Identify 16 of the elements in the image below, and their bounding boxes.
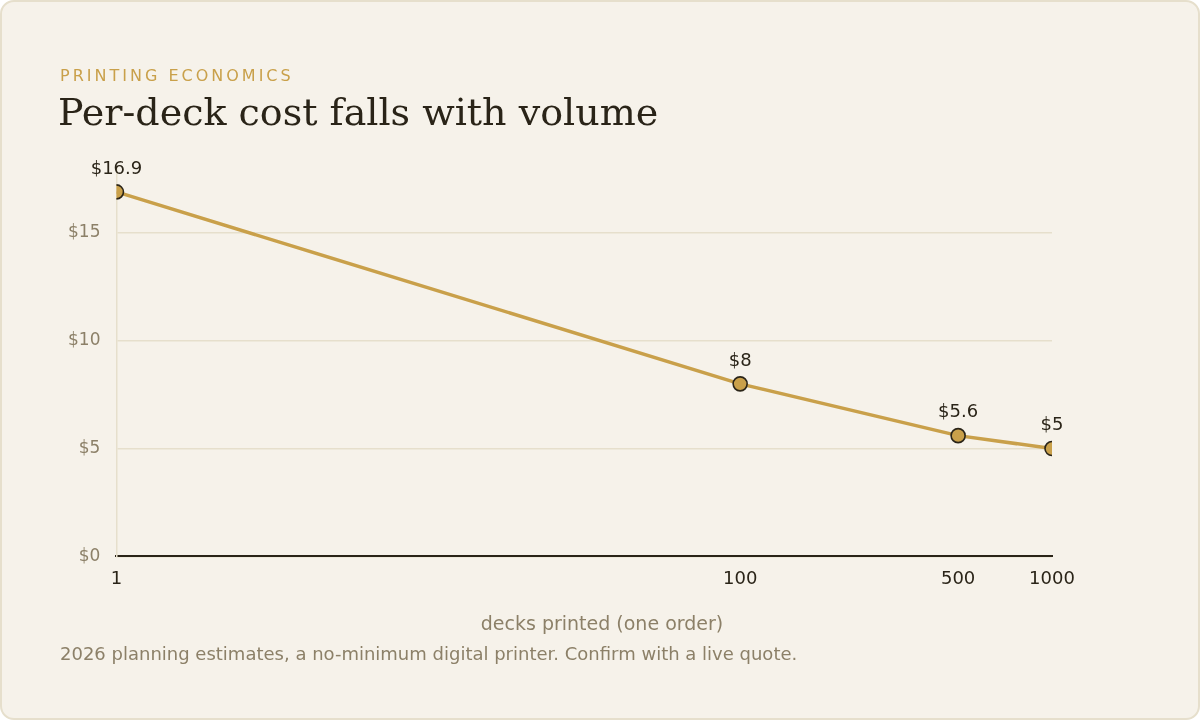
x-axis-title: decks printed (one order) [479,612,725,634]
data-label: $8 [728,348,752,370]
x-tick-label: 500 [940,566,976,588]
data-label: $5.6 [938,400,979,422]
y-tick-label: $0 [78,544,101,565]
y-tick-label: $5 [78,436,101,457]
chart-title: Per-deck cost falls with volume [58,90,659,134]
y-tick-label: $15 [67,221,101,242]
y-tick-label: $10 [67,329,101,350]
x-tick-label: 1 [110,566,123,588]
text: 2026 planning estimates, a no-minimum digital printer. Confirm with a live quote. [60,643,798,664]
x-tick-label: 1000 [1029,566,1075,588]
data-label: $5 [1040,413,1064,435]
chart-subtitle: PRINTING ECONOMICS [60,66,294,85]
data-label: $16.9 [90,156,143,178]
x-tick-label: 100 [722,566,758,588]
